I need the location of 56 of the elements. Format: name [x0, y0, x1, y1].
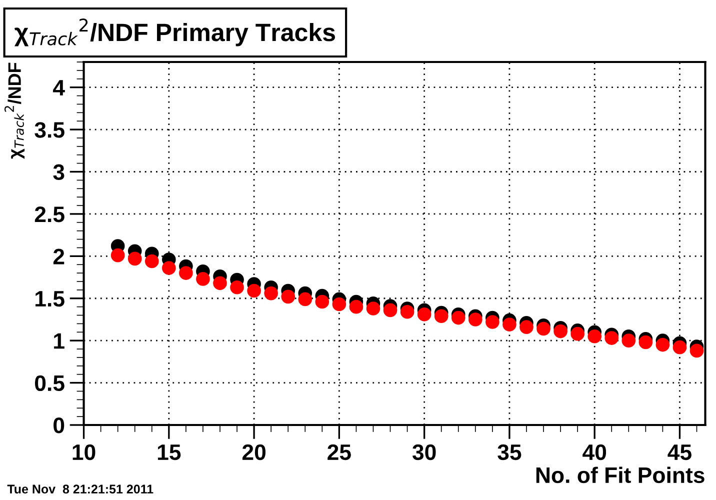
- point: [281, 290, 296, 304]
- point: [315, 294, 330, 309]
- y-axis-title: χ$_{Track}$$^{2}$/NDF: [4, 62, 25, 159]
- x-tick-label: 35: [498, 444, 522, 460]
- x-tick-label: 45: [668, 444, 692, 460]
- point: [162, 261, 176, 275]
- x-tick-label: 30: [412, 444, 436, 460]
- y-tick-label: 4: [53, 80, 65, 96]
- point: [179, 266, 193, 280]
- point: [417, 308, 432, 322]
- point: [298, 292, 312, 306]
- point: [383, 303, 398, 318]
- point: [264, 286, 278, 300]
- x-tick-label: 25: [328, 444, 351, 460]
- chart-title: χ$_{Track}$$^{2}$/NDF Primary Tracks: [14, 18, 335, 46]
- y-tick-label: 0: [54, 418, 64, 434]
- y-tick-label: 2: [53, 248, 64, 264]
- point: [502, 318, 516, 332]
- x-tick-label: 10: [72, 444, 96, 460]
- point: [213, 276, 227, 290]
- point: [400, 304, 414, 319]
- point: [110, 248, 125, 262]
- point: [196, 272, 210, 286]
- y-tick-label: 3.5: [34, 122, 64, 138]
- point: [349, 300, 364, 314]
- point: [434, 309, 448, 324]
- x-tick-label: 15: [158, 444, 181, 460]
- point: [468, 312, 482, 326]
- y-tick-label: 1.5: [36, 291, 64, 307]
- point: [366, 302, 380, 316]
- point: [520, 320, 534, 334]
- point: [604, 331, 619, 345]
- x-tick-label: 40: [582, 444, 606, 460]
- point: [128, 252, 142, 266]
- point: [536, 322, 550, 336]
- point: [690, 344, 704, 358]
- point: [638, 335, 653, 350]
- point: [332, 297, 346, 312]
- point: [656, 338, 670, 352]
- x-axis-title: No. of Fit Points: [536, 466, 704, 484]
- point: [486, 315, 500, 329]
- point: [672, 340, 687, 354]
- y-tick-label: 2.5: [34, 206, 64, 222]
- text: Tue Nov 8 21:21:51 2011: [7, 484, 154, 494]
- x-tick-label: 20: [242, 444, 266, 460]
- point: [570, 326, 584, 341]
- y-tick-label: 3: [53, 164, 64, 180]
- point: [230, 280, 244, 294]
- point: [622, 334, 636, 348]
- point: [144, 254, 159, 268]
- point: [554, 324, 568, 338]
- y-tick-label: 0.5: [35, 375, 64, 392]
- y-tick-label: 1: [54, 333, 64, 349]
- point: [588, 329, 602, 344]
- point: [247, 284, 261, 298]
- point: [451, 310, 466, 325]
